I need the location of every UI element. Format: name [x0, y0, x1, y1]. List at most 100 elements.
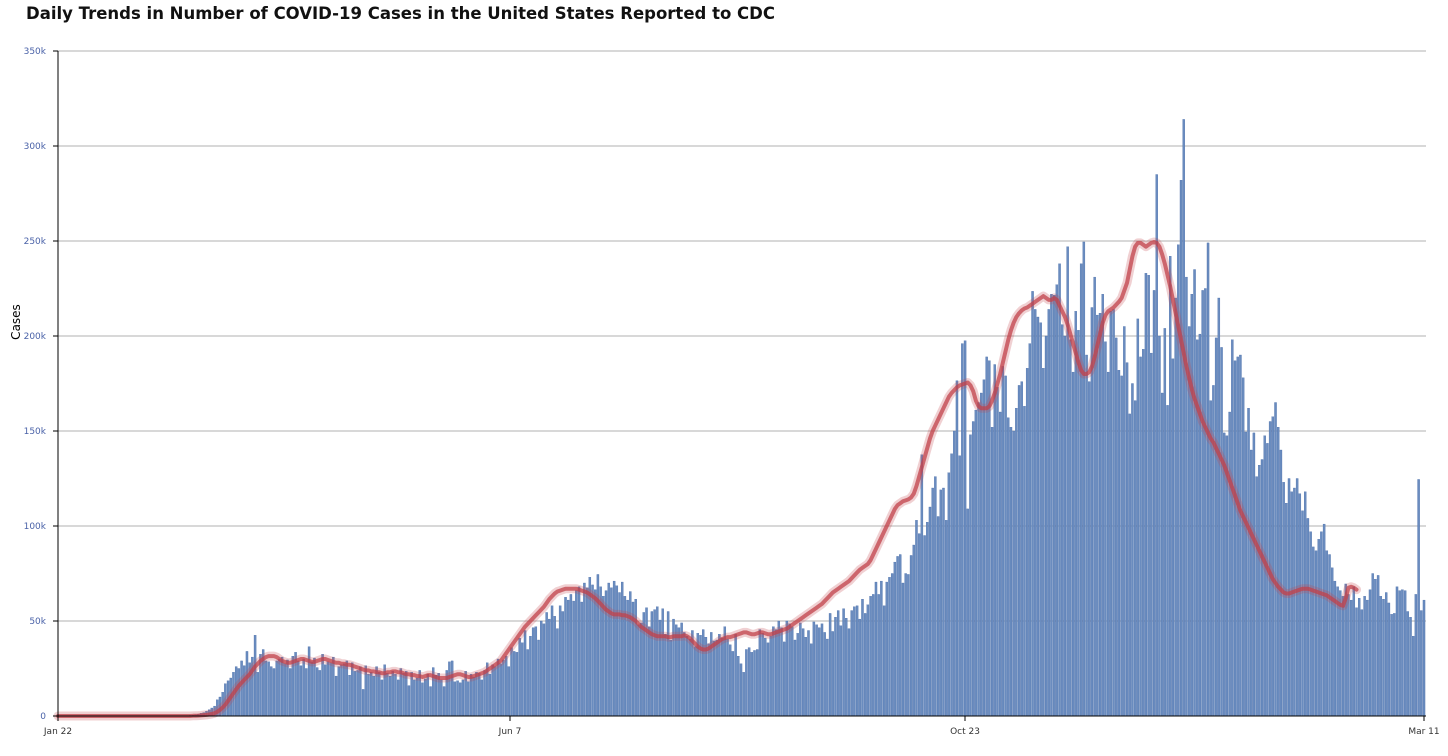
bar [1298, 493, 1302, 717]
bar [739, 663, 743, 717]
bar [666, 611, 670, 717]
bar [1271, 416, 1275, 717]
bar [861, 599, 864, 717]
bar [963, 340, 967, 717]
bar [872, 594, 875, 717]
bar [1012, 430, 1015, 717]
bar [1282, 482, 1285, 717]
bar [534, 626, 538, 717]
bar [567, 599, 570, 717]
bar [955, 380, 959, 717]
bar [1220, 347, 1223, 717]
bar [1387, 602, 1391, 717]
bar [426, 674, 430, 717]
bar [1355, 607, 1358, 717]
x-tick-label: Jan 22 [43, 727, 72, 737]
bar [1406, 611, 1410, 717]
bar [602, 596, 605, 717]
bar [253, 635, 257, 717]
bar [467, 681, 470, 717]
bar [1028, 343, 1032, 717]
bar [572, 600, 575, 717]
bar [661, 608, 664, 717]
bar [1414, 594, 1418, 717]
bar [715, 639, 718, 717]
bar [472, 676, 475, 717]
bar [413, 679, 416, 717]
bar [880, 580, 883, 717]
bar [809, 643, 813, 717]
bar [1309, 531, 1312, 717]
bar [755, 649, 759, 717]
bar [896, 556, 899, 717]
bar [990, 427, 994, 717]
bar [577, 586, 581, 717]
bar [899, 554, 902, 717]
bar [340, 664, 343, 717]
bar [324, 664, 327, 717]
bar [1125, 362, 1129, 717]
bar [907, 574, 910, 717]
bar [831, 631, 834, 717]
bar [558, 605, 562, 717]
bar [820, 623, 824, 717]
bar [729, 644, 732, 717]
bar [1166, 405, 1169, 717]
bar [1341, 596, 1345, 717]
bar [1193, 269, 1196, 717]
bar [1142, 349, 1145, 717]
bar [621, 581, 624, 717]
bar [494, 666, 497, 717]
bar [1009, 427, 1013, 717]
bar [1171, 358, 1175, 717]
bar [507, 666, 511, 717]
bar [853, 606, 856, 717]
bar [1074, 311, 1077, 717]
bar [526, 649, 529, 717]
bar [1096, 314, 1099, 717]
bar [745, 649, 748, 717]
x-tick-label: Jun 7 [498, 727, 522, 737]
bar [926, 522, 929, 717]
bar [801, 628, 805, 717]
bar [561, 611, 565, 717]
bar [367, 674, 370, 717]
bar [380, 679, 384, 717]
bar [531, 627, 535, 717]
bar [1295, 478, 1299, 717]
bar [812, 621, 816, 717]
bar [712, 640, 716, 717]
bar [799, 622, 802, 717]
bar [1001, 366, 1005, 717]
bar [750, 652, 754, 717]
bar [423, 678, 427, 717]
bar [969, 434, 972, 717]
bar [342, 663, 346, 717]
bar [761, 633, 764, 717]
bar [1412, 636, 1415, 717]
bar [329, 662, 332, 717]
bar [1317, 539, 1320, 717]
x-tick-label: Oct 23 [950, 727, 980, 737]
bar [828, 613, 832, 717]
bar [1007, 417, 1010, 717]
bar [731, 651, 735, 717]
bar [1241, 377, 1245, 717]
bar [988, 360, 991, 717]
bar [1239, 354, 1242, 717]
bar [1052, 294, 1056, 717]
bar [942, 487, 945, 717]
bar [1160, 392, 1164, 717]
bar [378, 672, 381, 717]
bar [909, 555, 913, 717]
bar [615, 585, 619, 717]
bar [515, 652, 519, 717]
bar [415, 677, 419, 717]
bar [793, 639, 797, 717]
bar [653, 609, 656, 717]
bar [1206, 242, 1210, 717]
bar [453, 681, 457, 717]
y-tick-label: 0 [40, 712, 46, 722]
bar [847, 628, 851, 717]
bar [283, 663, 286, 717]
